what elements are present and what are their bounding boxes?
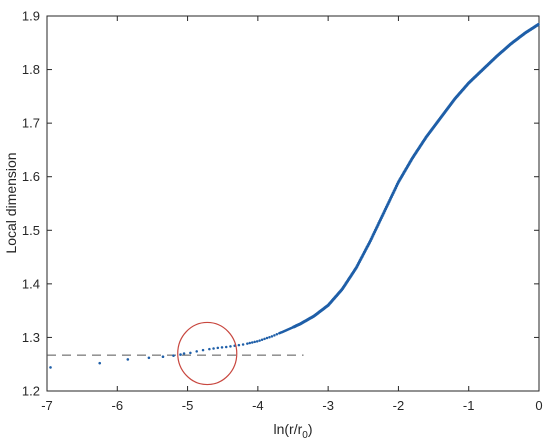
data-point <box>270 335 274 338</box>
data-point <box>246 342 249 345</box>
data-point <box>248 341 252 345</box>
data-point <box>212 347 215 350</box>
data-point <box>536 23 540 27</box>
y-tick-label: 1.7 <box>22 116 40 131</box>
data-point <box>216 346 220 350</box>
data-point <box>268 335 271 339</box>
y-tick-label: 1.2 <box>22 384 40 399</box>
data-point <box>260 338 264 341</box>
x-tick-label: -1 <box>463 398 475 413</box>
x-tick-label: -4 <box>252 398 264 413</box>
data-point <box>250 341 254 344</box>
data-point <box>229 345 232 348</box>
y-axis-label: Local dimension <box>3 152 19 253</box>
data-point <box>189 351 192 355</box>
data-point <box>179 353 182 356</box>
data-point <box>253 340 256 344</box>
annotation-layer <box>177 321 238 386</box>
data-point <box>255 340 259 343</box>
data-point <box>208 347 211 351</box>
x-tick-label: 0 <box>535 398 542 413</box>
data-point <box>182 352 186 355</box>
data-point <box>273 334 276 337</box>
y-tick-label: 1.4 <box>22 276 40 291</box>
x-axis-ticks: -7 -6 -5 -4 -3 -2 -1 0 <box>41 16 543 413</box>
y-tick-label: 1.6 <box>22 169 40 184</box>
y-tick-label: 1.5 <box>22 223 40 238</box>
data-point <box>147 356 151 360</box>
data-point <box>265 336 269 340</box>
data-point <box>161 355 165 359</box>
data-point <box>201 348 205 352</box>
x-tick-label: -2 <box>393 398 405 413</box>
data-point <box>237 343 241 347</box>
data-point <box>49 366 52 369</box>
x-tick-label: -5 <box>182 398 194 413</box>
y-tick-label: 1.3 <box>22 330 40 345</box>
x-axis-label: ln(r/r0) <box>273 421 312 441</box>
plot-area <box>46 15 540 392</box>
data-point <box>195 350 198 353</box>
data-point <box>98 361 102 365</box>
x-tick-label: -3 <box>322 398 334 413</box>
y-tick-label: 1.8 <box>22 62 40 77</box>
y-axis-ticks: 1.2 1.3 1.4 1.5 1.6 1.7 1.8 1.9 <box>22 9 539 399</box>
y-tick-label: 1.9 <box>22 9 40 24</box>
data-point <box>172 354 175 357</box>
data-point <box>241 343 245 346</box>
x-axis-label-subscript: 0 <box>302 430 308 441</box>
data-point <box>275 333 279 336</box>
data-point <box>126 358 130 361</box>
data-point <box>263 337 266 341</box>
highlight-circle <box>177 321 238 386</box>
x-tick-label: -7 <box>41 398 53 413</box>
data-point <box>220 346 224 349</box>
data-point <box>224 345 228 349</box>
x-tick-label: -6 <box>112 398 124 413</box>
data-point <box>258 339 261 342</box>
data-points-layer <box>49 23 540 369</box>
plot-frame <box>46 15 540 392</box>
